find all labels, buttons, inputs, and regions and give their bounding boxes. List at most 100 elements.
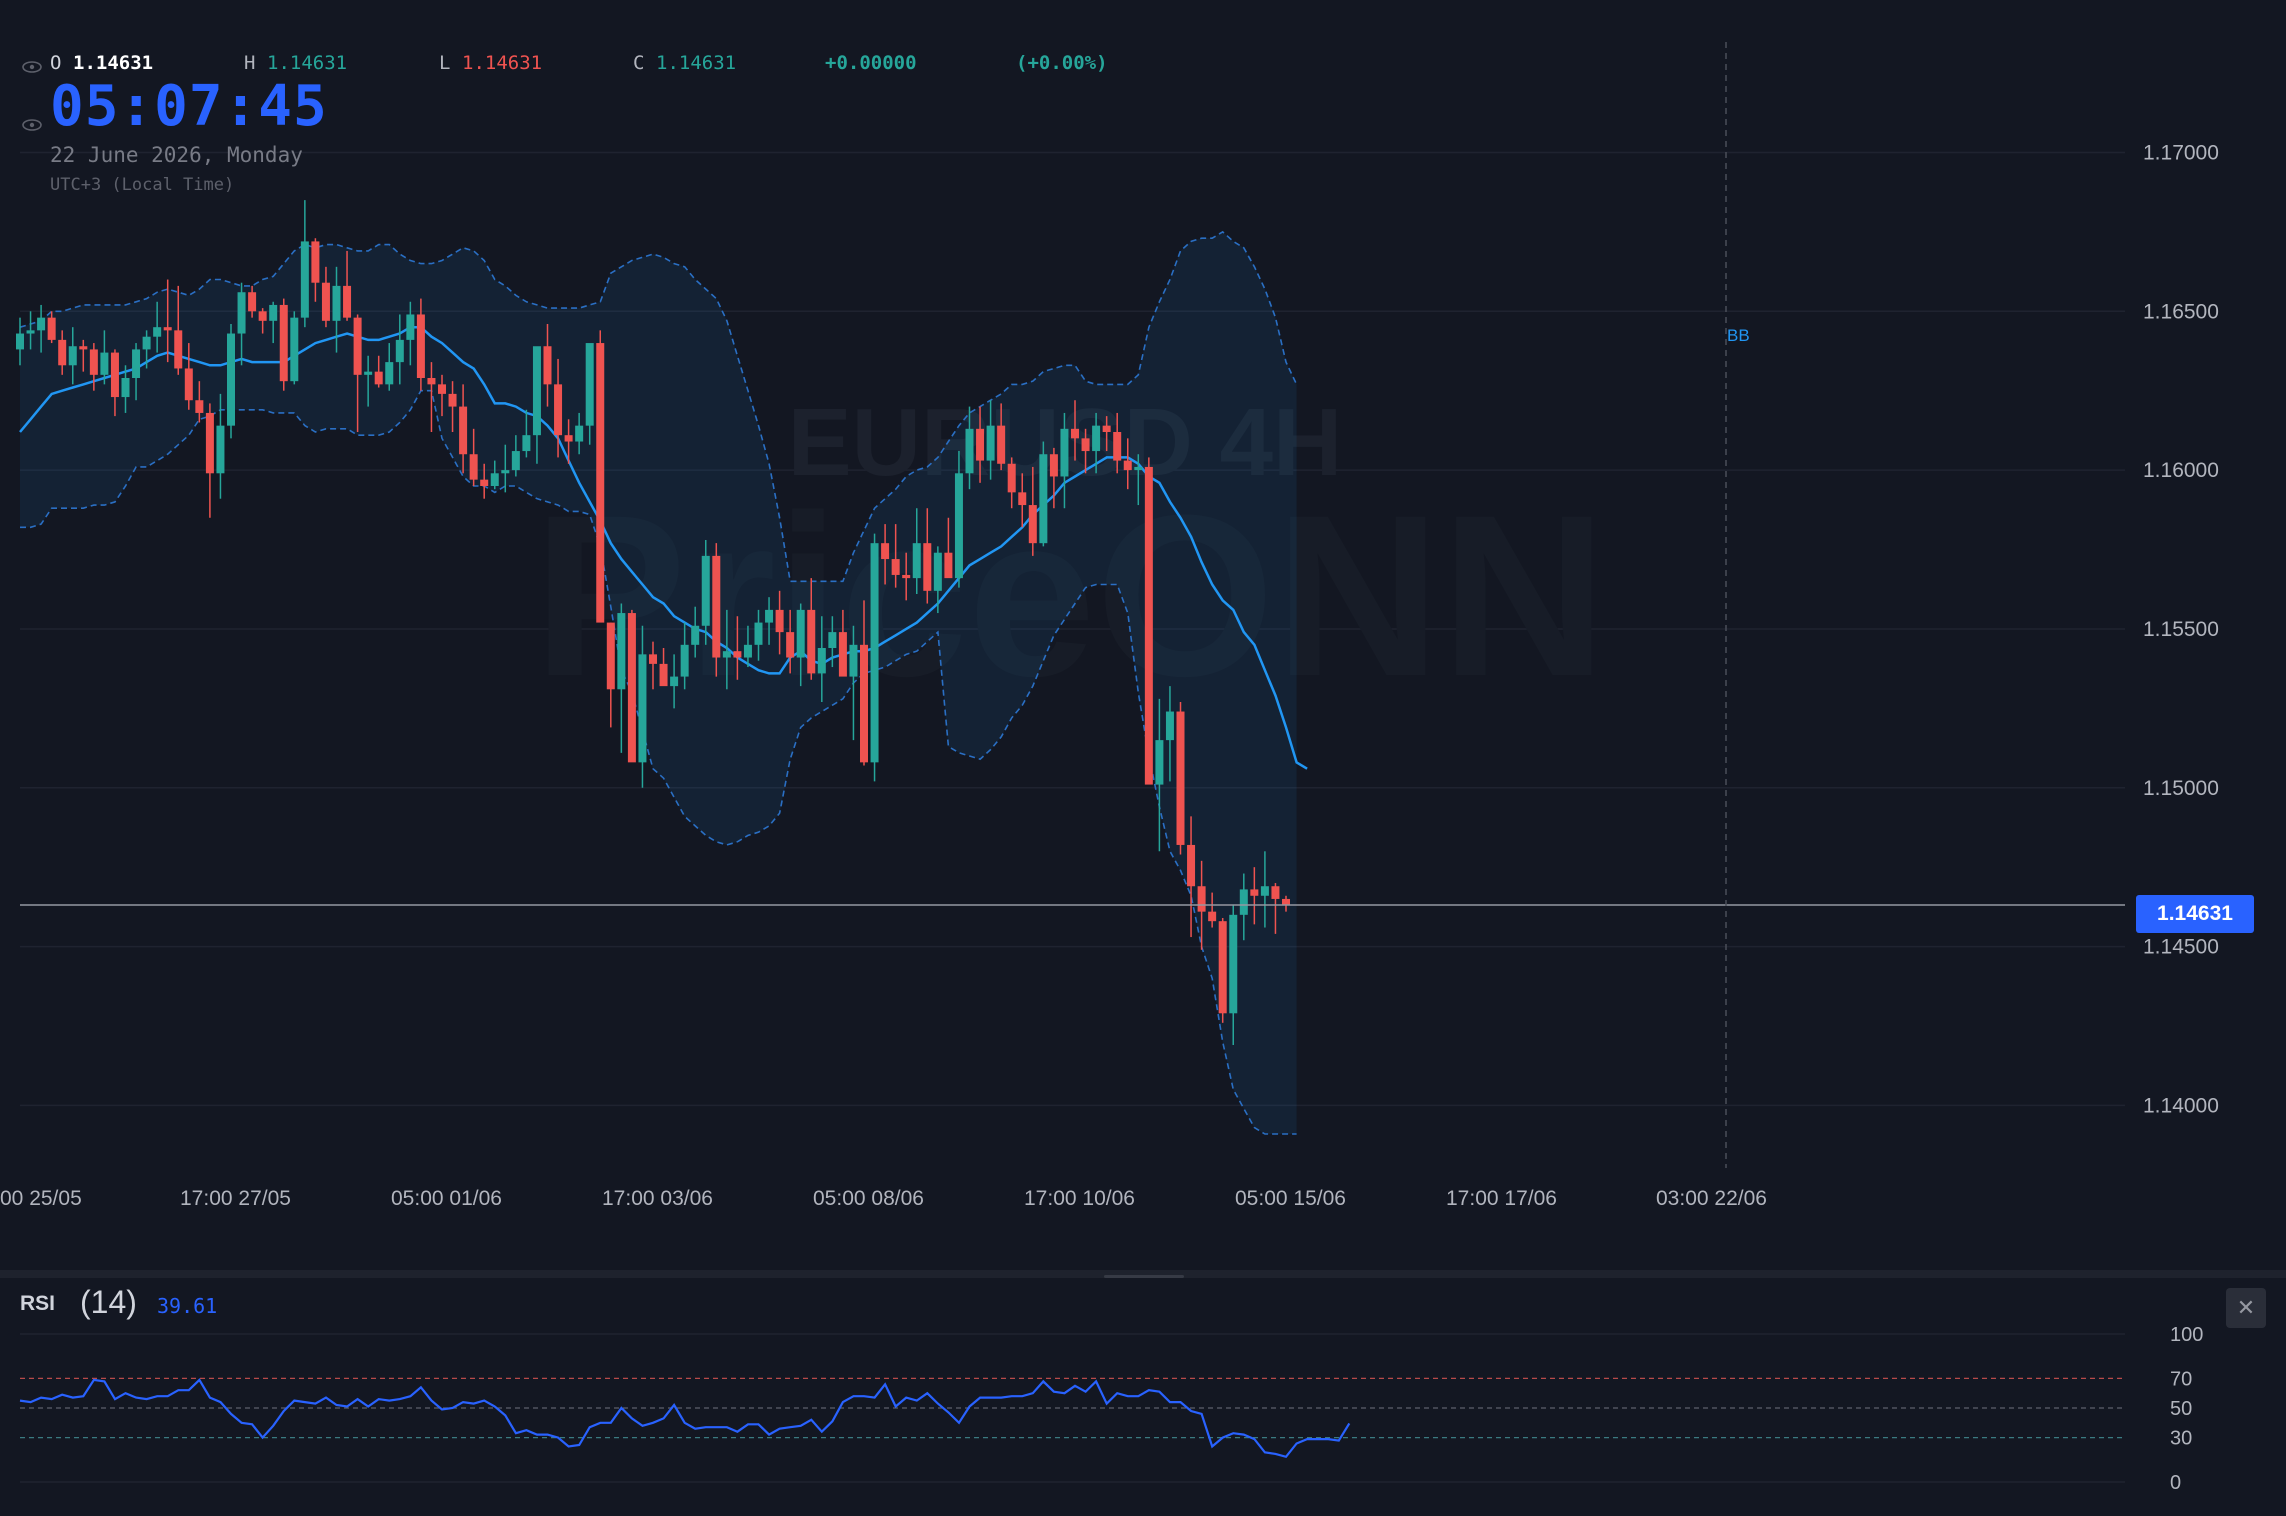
candle-body (311, 241, 320, 283)
candle-body (258, 311, 267, 321)
candle-body (564, 435, 573, 442)
candle-body (891, 559, 900, 575)
candle-body (110, 352, 119, 398)
candle-body (374, 371, 383, 385)
candle-body (670, 676, 679, 687)
close-icon[interactable]: ✕ (2226, 1288, 2266, 1328)
candle-body (248, 292, 257, 312)
change-value: +0.00000 (825, 52, 917, 74)
candle-body (416, 314, 425, 378)
candle-body (860, 644, 868, 763)
candle-body (427, 378, 436, 385)
candle-body (1007, 463, 1016, 493)
candle-body (754, 622, 763, 645)
candle-body (227, 333, 235, 426)
candle-body (1092, 425, 1101, 452)
candle-body (881, 543, 890, 560)
candle-body (448, 393, 457, 407)
candle-body (1165, 711, 1174, 741)
candle-body (100, 352, 109, 375)
candle-body (828, 632, 837, 648)
candle-body (37, 317, 46, 331)
open-label: O (50, 52, 62, 74)
candle-body (1282, 898, 1290, 906)
candle-body (606, 622, 615, 690)
rsi-tick-label: 30 (2170, 1428, 2192, 1450)
candle-body (722, 651, 731, 658)
candle-body (554, 384, 563, 436)
rsi-tick-label: 100 (2170, 1324, 2203, 1346)
candle-body (1187, 844, 1196, 887)
candle-body (838, 632, 847, 677)
candle-body (511, 451, 520, 471)
pane-divider[interactable] (0, 1270, 2286, 1278)
candle-body (1208, 911, 1217, 922)
candle-body (1218, 921, 1227, 1014)
candle-body (796, 609, 805, 658)
candle-body (649, 654, 657, 664)
candle-body (807, 609, 816, 674)
candle-body (532, 346, 541, 436)
candle-body (58, 339, 67, 366)
candle-body (1144, 466, 1153, 785)
rsi-tick-label: 70 (2170, 1368, 2192, 1390)
time-tick-label: 03:00 22/06 (1656, 1187, 1767, 1210)
pane-resize-handle[interactable] (1104, 1275, 1184, 1278)
candle-body (680, 644, 689, 677)
candle-body (290, 317, 299, 382)
candle-body (1176, 711, 1185, 845)
time-tick-label: 05:00 01/06 (391, 1187, 502, 1210)
price-tick-label: 1.16000 (2143, 459, 2219, 482)
candle-body (1049, 454, 1058, 477)
last-price-label: 1.14631 (2136, 895, 2254, 933)
candle-body (765, 609, 774, 623)
candle-body (47, 317, 56, 340)
rsi-label: RSI (20, 1292, 56, 1315)
candle-body (153, 327, 162, 337)
price-tick-label: 1.14000 (2143, 1094, 2219, 1117)
eye-icon[interactable] (22, 119, 42, 131)
rsi-value: 39.61 (157, 1294, 218, 1318)
time-tick-label: 05:00 08/06 (813, 1187, 924, 1210)
candle-body (406, 314, 415, 340)
candle-body (585, 343, 594, 426)
candle-body (395, 339, 404, 363)
change-percent: (+0.00%) (1016, 52, 1108, 74)
candle-body (1250, 889, 1259, 896)
candle-body (659, 663, 668, 687)
candle-body (480, 479, 489, 486)
candle-body (68, 346, 77, 366)
candle-body (353, 317, 362, 375)
candle-body (321, 282, 330, 321)
bollinger-upper-line (19, 230, 1298, 583)
candle-body (1028, 505, 1037, 544)
candle-body (870, 543, 879, 763)
candle-body (195, 400, 204, 413)
candle-body (174, 330, 183, 369)
candle-body (121, 378, 130, 398)
candle-body (1155, 740, 1164, 785)
candle-body (1123, 460, 1132, 471)
candle-body (1018, 492, 1027, 506)
clock-timezone: UTC+3 (Local Time) (50, 175, 235, 195)
candle-body (575, 425, 584, 442)
candle-body (279, 304, 288, 382)
watermark-brand: PriceONN (533, 467, 1607, 724)
candle-body (1081, 438, 1090, 452)
candle-body (596, 343, 605, 623)
time-tick-label: 17:00 10/06 (1024, 1187, 1135, 1210)
candle-body (300, 241, 309, 318)
eye-icon[interactable] (22, 61, 42, 73)
candle-body (733, 651, 742, 658)
candle-body (1239, 889, 1248, 915)
rsi-tick-label: 0 (2170, 1472, 2181, 1494)
candle-body (627, 613, 636, 763)
time-tick-label: 17:00 17/06 (1446, 1187, 1557, 1210)
candle-body (184, 368, 193, 401)
candle-body (701, 555, 710, 626)
candle-body (712, 555, 721, 658)
low-value: 1.14631 (462, 52, 543, 74)
candle-body (638, 654, 647, 763)
close-value: 1.14631 (656, 52, 737, 74)
